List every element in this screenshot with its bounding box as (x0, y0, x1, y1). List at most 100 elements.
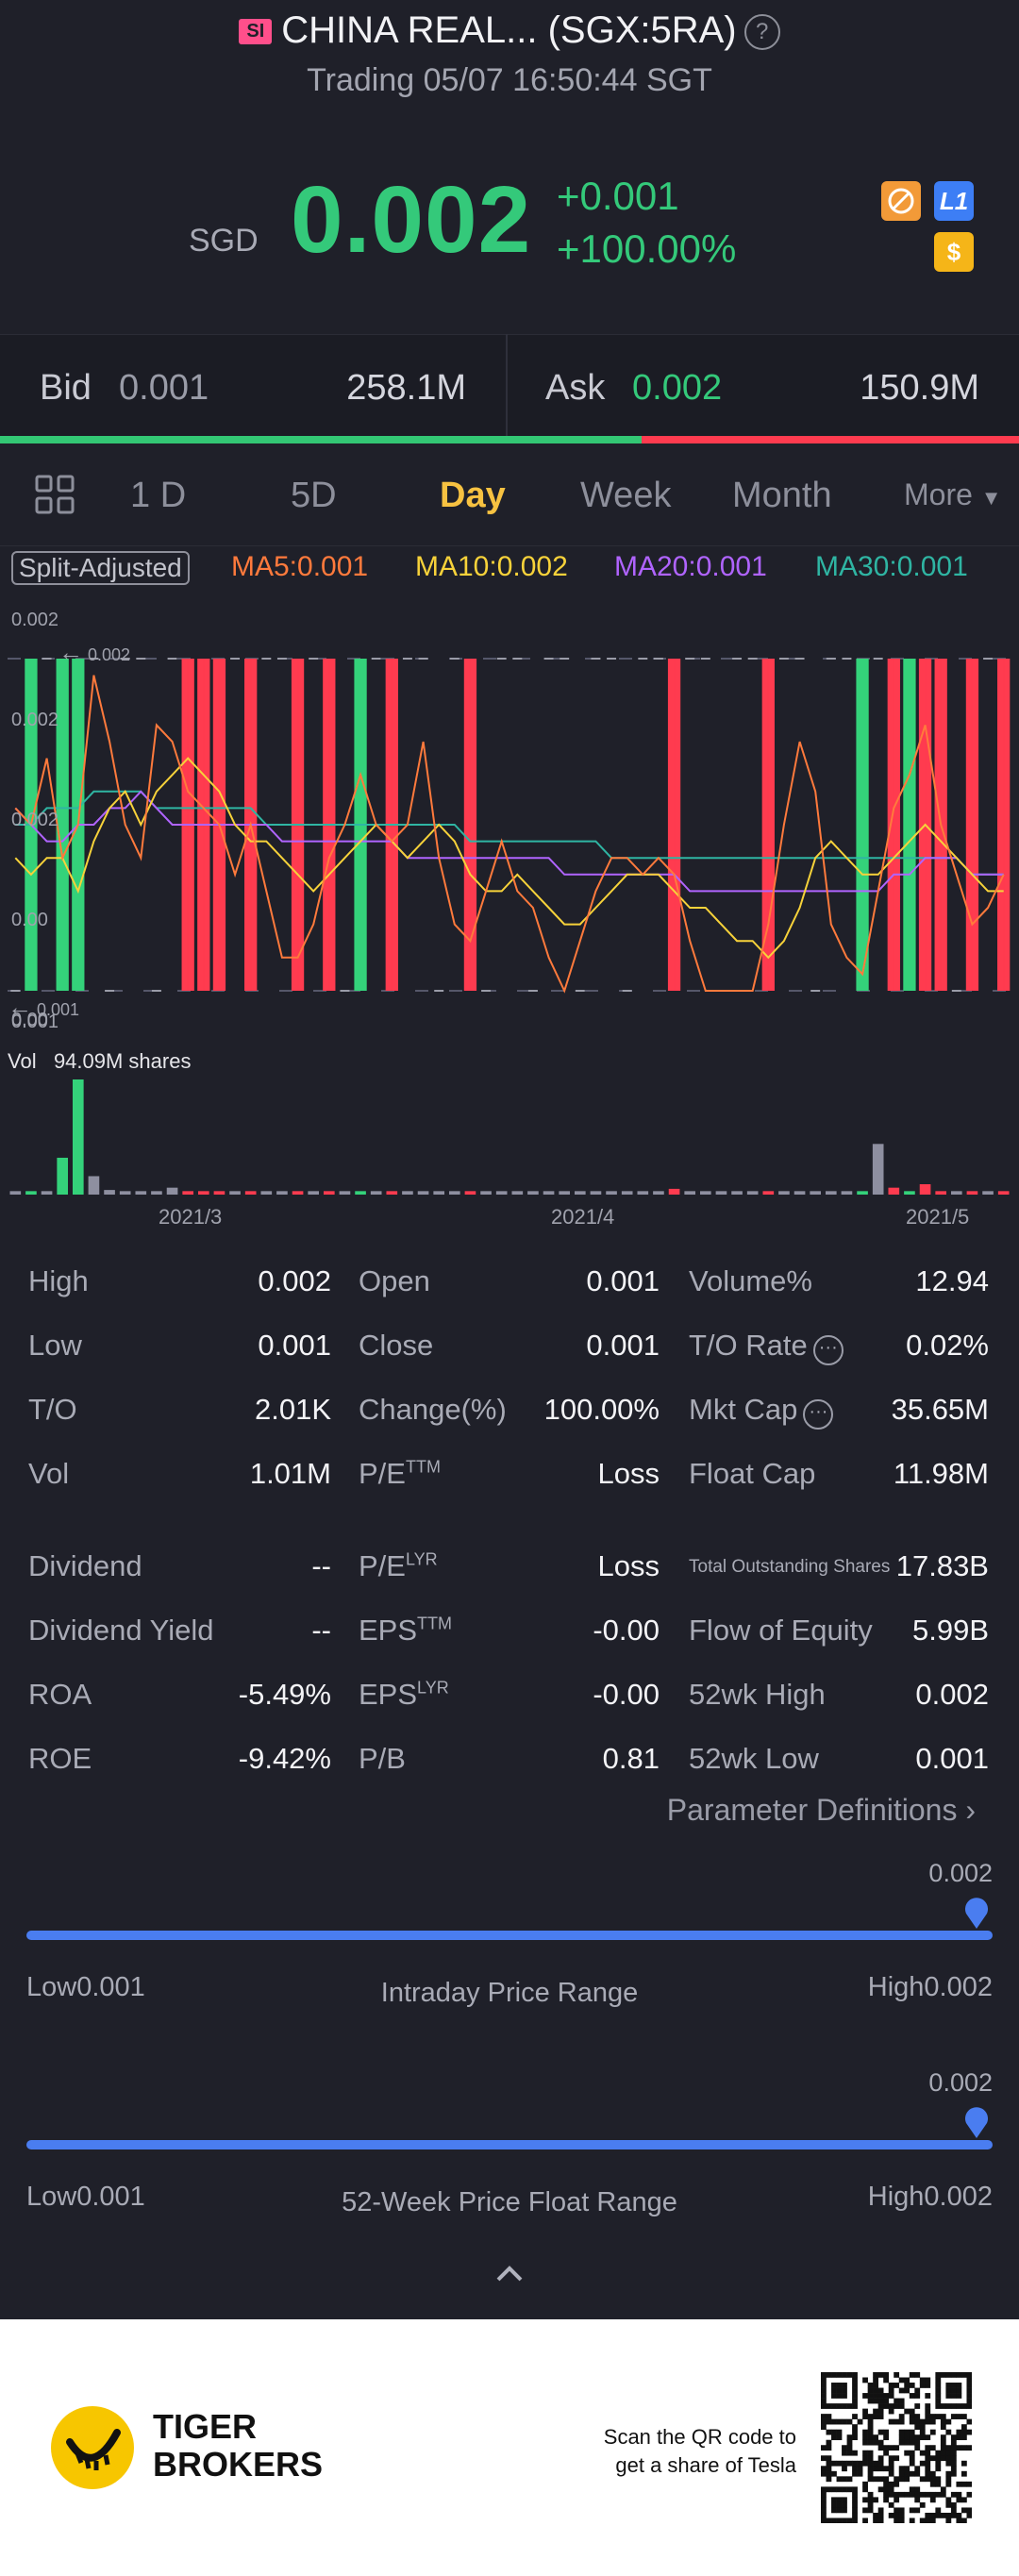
split-adjusted-toggle[interactable]: Split-Adjusted (11, 551, 190, 585)
cta-line-2: get a share of Tesla (615, 2453, 796, 2477)
help-icon[interactable]: ? (743, 14, 780, 50)
collapse-chevron-icon[interactable] (491, 2261, 528, 2292)
stat-label-text: ROA (28, 1678, 92, 1711)
stat-value: 35.65M (891, 1393, 989, 1426)
week52-range-title: 52-Week Price Float Range (342, 2187, 677, 2217)
x-axis-label: 2021/3 (159, 1205, 223, 1229)
stat-label-text: T/O Rate (689, 1329, 808, 1362)
info-icon[interactable]: ··· (803, 1399, 834, 1430)
volume-bar (872, 1144, 884, 1195)
volume-bar (480, 1191, 492, 1195)
x-axis-label: 2021/5 (906, 1205, 970, 1229)
stat-value: Loss (597, 1457, 660, 1490)
week52-low: Low0.001 (26, 2182, 145, 2212)
volume-bar (778, 1191, 790, 1195)
y-axis-label: 0.002 (11, 810, 59, 830)
no-short-icon[interactable] (881, 181, 921, 221)
tab-month[interactable]: Month (732, 476, 832, 515)
stat-label: ROE (28, 1742, 92, 1776)
stat-label: P/B (359, 1742, 406, 1776)
volume-bar (355, 1191, 366, 1195)
volume-bar (417, 1191, 429, 1195)
stat-value: 0.002 (915, 1678, 989, 1711)
stat-value: -9.42% (238, 1742, 331, 1775)
volume-bar (715, 1191, 727, 1195)
tab-day[interactable]: Day (440, 476, 506, 515)
week52-range-bar (26, 2140, 993, 2149)
tab-1d[interactable]: 1 D (130, 476, 187, 515)
intraday-high: High0.002 (867, 1972, 993, 2002)
bid-size: 258.1M (346, 368, 466, 408)
bid-ask-divider (506, 334, 508, 440)
qr-code-icon[interactable] (821, 2372, 972, 2523)
volume-label: Vol (8, 1049, 37, 1073)
price-change: +0.001 (557, 174, 679, 218)
info-icon[interactable]: ··· (812, 1335, 844, 1365)
volume-bar (919, 1184, 931, 1195)
volume-bar (590, 1191, 602, 1195)
l1-level-icon[interactable]: L1 (934, 181, 974, 221)
volume-bar (762, 1191, 775, 1195)
tab-more[interactable]: More ▼ (904, 477, 1002, 512)
brand-line-2: BROKERS (153, 2445, 324, 2484)
volume-bar (668, 1188, 680, 1195)
stat-label: Float Cap (689, 1457, 815, 1491)
max-price-value: 0.002 (88, 645, 131, 664)
volume-bar (135, 1191, 147, 1195)
volume-bar (543, 1191, 555, 1195)
x-axis-label: 2021/4 (551, 1205, 615, 1229)
ma10-label: MA10:0.002 (415, 551, 568, 582)
price-chart[interactable] (0, 604, 1019, 1208)
stat-label: Flow of Equity (689, 1614, 873, 1648)
ask-volume-bar (642, 436, 1019, 443)
parameter-definitions-link[interactable]: Parameter Definitions › (667, 1793, 976, 1828)
ask-size: 150.9M (860, 368, 979, 408)
volume-bar (511, 1191, 524, 1195)
ma30-label: MA30:0.001 (815, 551, 968, 582)
qr-cta: Scan the QR code to get a share of Tesla (604, 2423, 796, 2480)
currency-label: SGD (189, 223, 259, 259)
volume-bar (621, 1191, 633, 1195)
tab-5d[interactable]: 5D (291, 476, 337, 515)
stat-label: EPSTTM (359, 1614, 452, 1648)
stat-label: Volume% (689, 1264, 812, 1298)
stat-label: Dividend (28, 1549, 142, 1583)
stat-label-text: EPS (359, 1614, 418, 1647)
volume-bar (684, 1191, 696, 1195)
stat-value: Loss (597, 1549, 660, 1582)
cta-line-1: Scan the QR code to (603, 2425, 796, 2449)
stat-label-text: Open (359, 1264, 430, 1297)
last-price: 0.002 (291, 167, 532, 273)
tiger-logo-icon (51, 2406, 134, 2489)
stat-label-text: EPS (359, 1678, 418, 1711)
stat-value: -0.00 (593, 1614, 660, 1647)
stat-label: 52wk Low (689, 1742, 819, 1776)
volume-bar (825, 1191, 837, 1195)
volume-bar (495, 1191, 508, 1195)
parameter-definitions-label: Parameter Definitions (666, 1793, 958, 1827)
dollar-icon[interactable]: $ (934, 232, 974, 272)
bid-volume-bar (0, 436, 642, 443)
max-price-marker: ← 0.002 (58, 638, 130, 667)
volume-bar (104, 1190, 115, 1195)
volume-bar (527, 1191, 539, 1195)
grid-icon[interactable] (34, 474, 75, 520)
stat-label: Mkt Cap ··· (689, 1393, 834, 1430)
stat-label-text: ROE (28, 1742, 92, 1775)
stat-value: 1.01M (249, 1457, 331, 1490)
stat-label-suffix: TTM (417, 1614, 453, 1633)
stat-label: Vol (28, 1457, 69, 1491)
y-axis-label: 0.00 (11, 1010, 48, 1030)
week52-current-value: 0.002 (928, 2068, 993, 2097)
volume-bar (323, 1191, 335, 1195)
intraday-low: Low0.001 (26, 1972, 145, 2002)
stat-value: 5.99B (911, 1614, 989, 1647)
volume-bar (57, 1157, 69, 1195)
volume-bar (339, 1191, 351, 1195)
y-axis-label: 0.002 (11, 610, 59, 630)
stat-label-text: Dividend Yield (28, 1614, 214, 1647)
volume-bar (402, 1191, 413, 1195)
volume-bar (559, 1191, 571, 1195)
tab-week[interactable]: Week (580, 476, 672, 515)
stat-label-text: 52wk Low (689, 1742, 819, 1775)
